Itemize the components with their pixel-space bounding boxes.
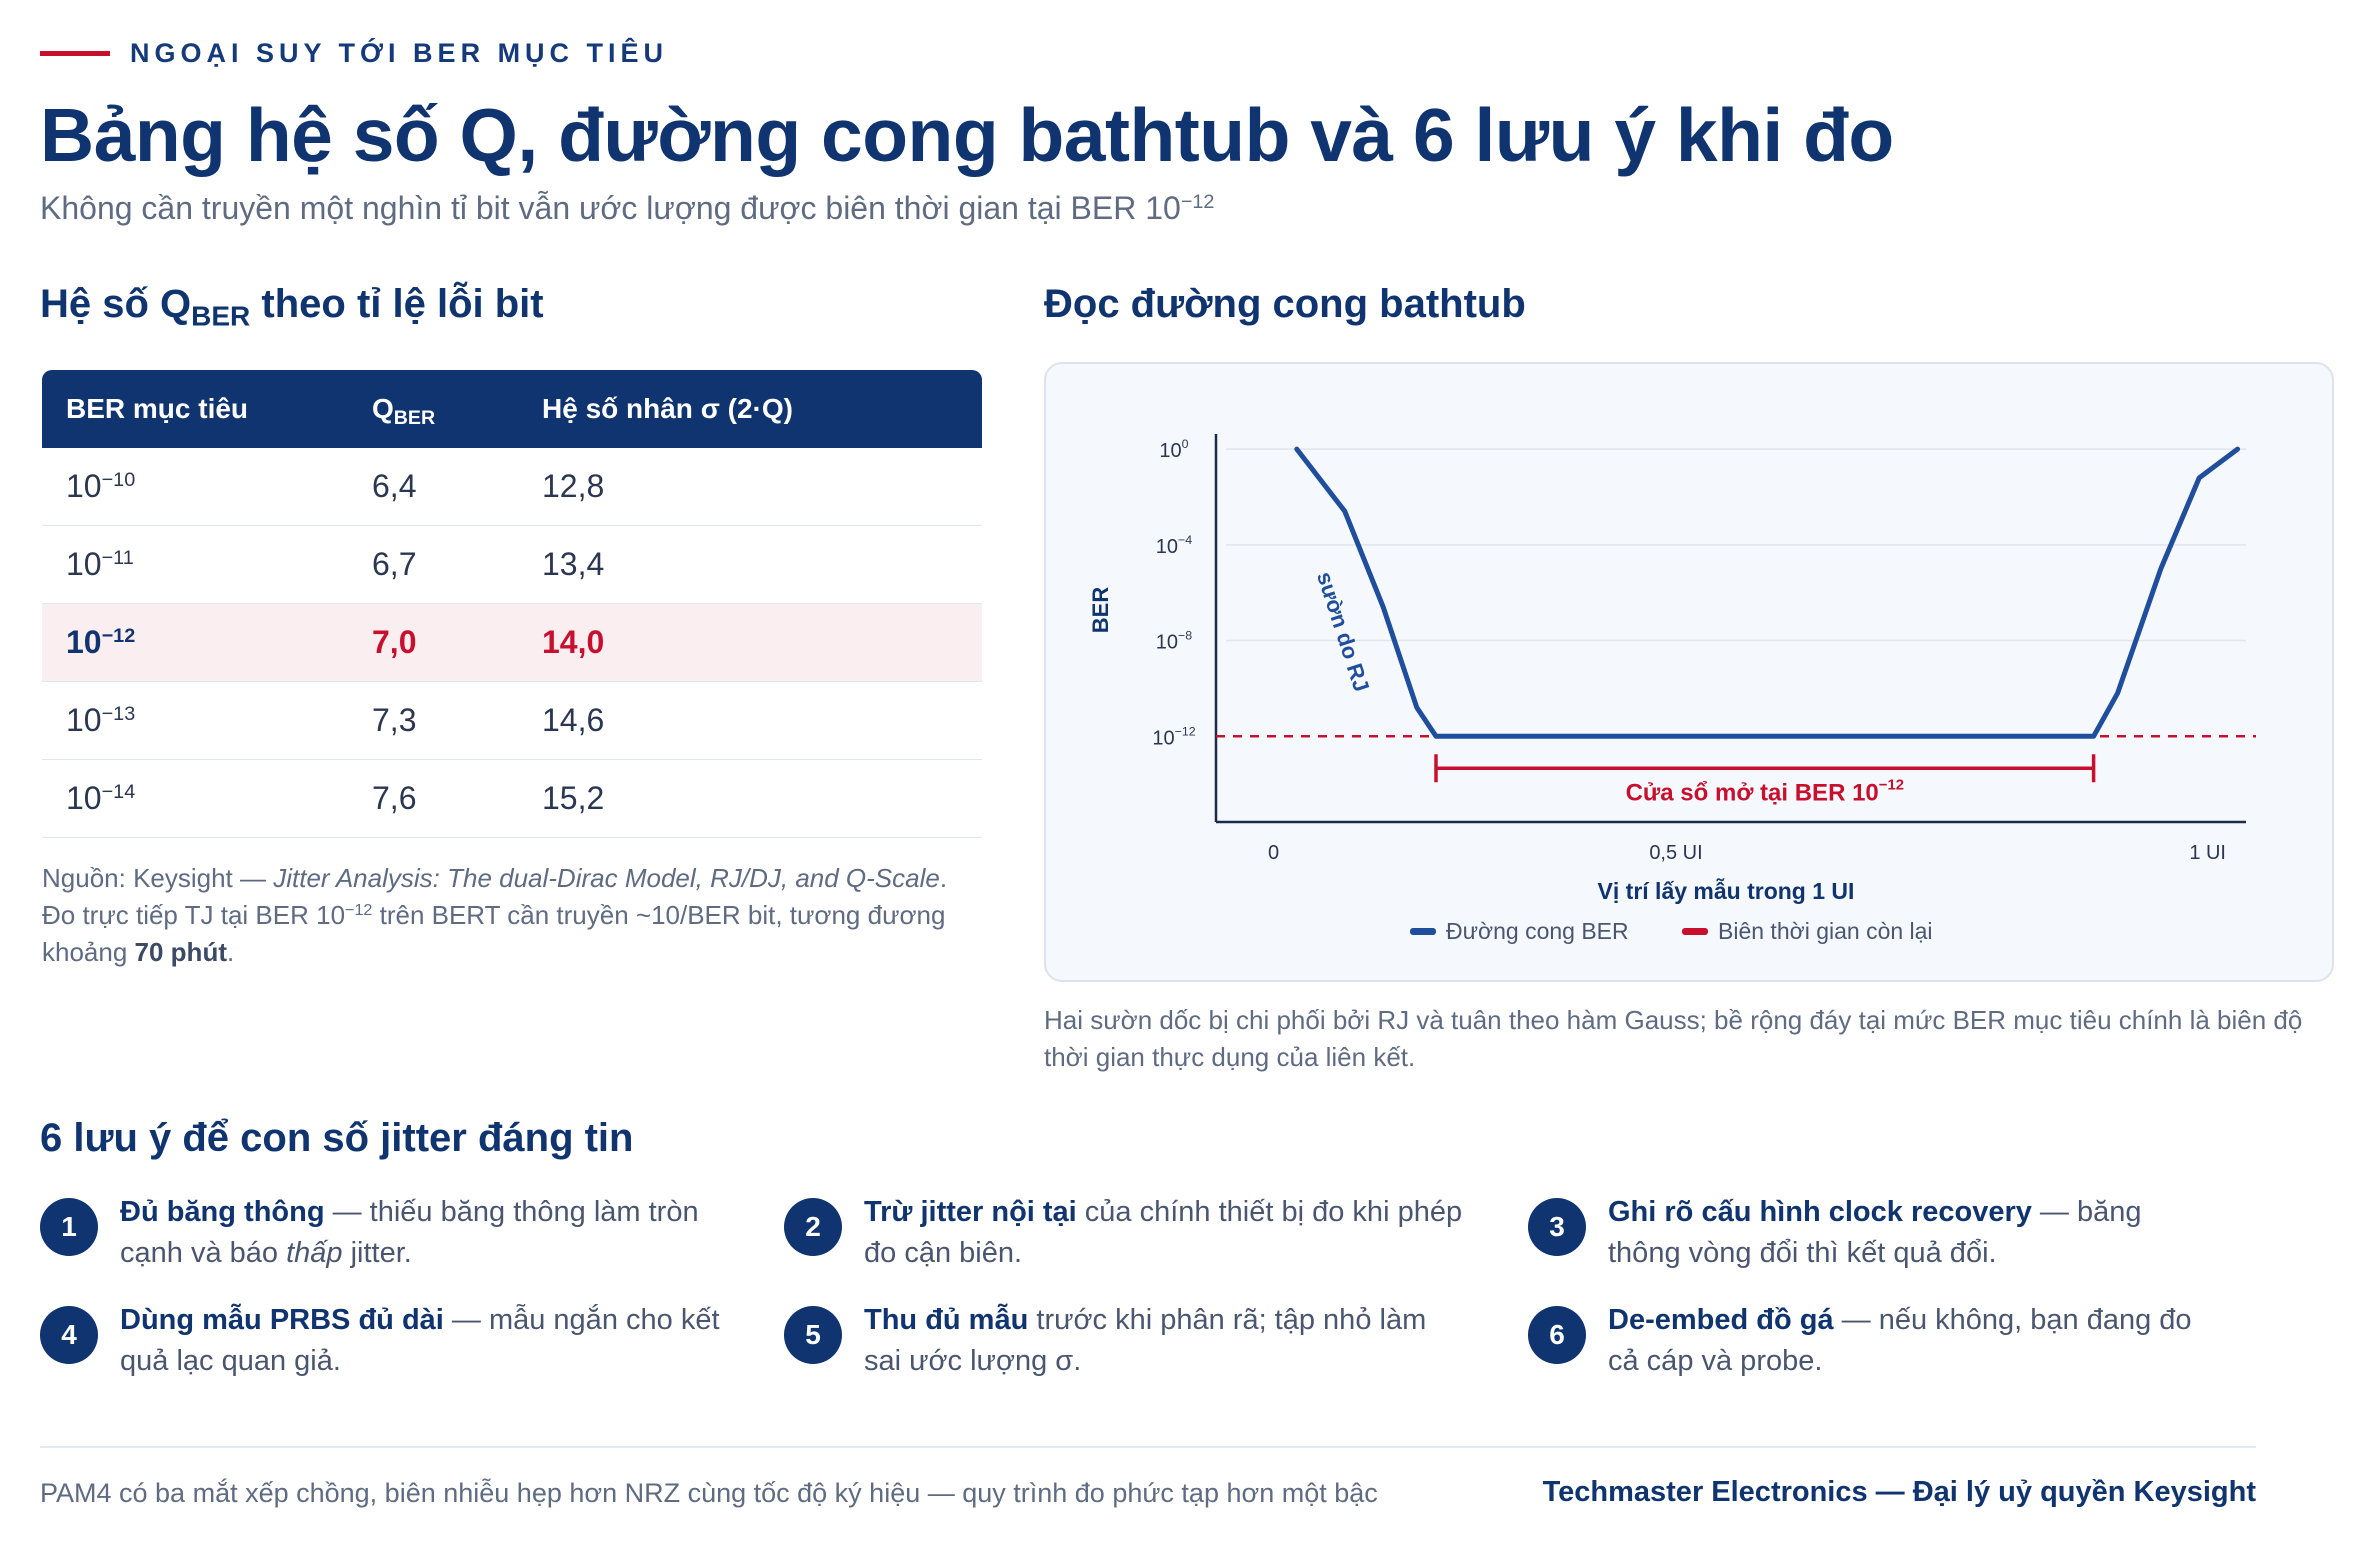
header-multiplier: Hệ số nhân σ (2·Q) xyxy=(542,393,793,424)
y-tick-label: 10−4 xyxy=(1156,533,1192,558)
page-title: Bảng hệ số Q, đường cong bathtub và 6 lư… xyxy=(40,93,1894,177)
cell-q: 7,3 xyxy=(372,702,417,738)
x-tick-label: 0,5 UI xyxy=(1649,842,1702,864)
header-q: QBER xyxy=(372,393,436,429)
table-heading: Hệ số QBER theo tỉ lệ lỗi bit xyxy=(40,282,544,330)
y-tick-label: 10−12 xyxy=(1152,724,1195,749)
tip-number-badge: 1 xyxy=(40,1198,98,1256)
tip-item: 4 Dùng mẫu PRBS đủ dài — mẫu ngắn cho kết… xyxy=(40,1300,720,1382)
bathtub-chart: 100 10−4 10−8 10−12 Cửa sổ mở tại BER 10−12 s… xyxy=(1088,434,2256,944)
cell-multiplier: 13,4 xyxy=(542,546,605,582)
tip-number-badge: 3 xyxy=(1528,1198,1586,1256)
source-title: Jitter Analysis: The dual-Dirac Model, R… xyxy=(273,863,940,893)
table-heading-suffix: theo tỉ lệ lỗi bit xyxy=(250,282,544,326)
table-heading-prefix: Hệ số Q xyxy=(40,282,192,326)
header-ber: BER mục tiêu xyxy=(66,393,249,424)
table-row: 10−10 6,4 12,8 xyxy=(42,448,982,526)
tip-item: 2 Trừ jitter nội tại của chính thiết bị đ… xyxy=(784,1192,1464,1274)
cell-ber: 10−11 xyxy=(66,546,134,582)
cell-multiplier: 14,0 xyxy=(542,624,605,660)
tip-number-badge: 2 xyxy=(784,1198,842,1256)
tip-title: De-embed đồ gá xyxy=(1608,1304,1834,1336)
tips-heading: 6 lưu ý để con số jitter đáng tin xyxy=(40,1116,634,1160)
tip-text: Đủ băng thông — thiếu băng thông làm trò… xyxy=(120,1196,699,1269)
cell-q: 7,0 xyxy=(372,624,417,660)
source-note: Nguồn: Keysight — Jitter Analysis: The d… xyxy=(42,863,948,967)
eyebrow-text: NGOẠI SUY TỚI BER MỤC TIÊU xyxy=(130,38,669,68)
page-subtitle: Không cần truyền một nghìn tỉ bit vẫn ướ… xyxy=(40,190,1214,227)
y-axis-label: BER xyxy=(1088,587,1113,634)
cell-q: 6,4 xyxy=(372,468,417,504)
tip-text: Ghi rõ cấu hình clock recovery — băng th… xyxy=(1608,1196,2142,1269)
cell-ber: 10−13 xyxy=(66,702,136,738)
tip-text: Thu đủ mẫu trước khi phân rã; tập nhỏ là… xyxy=(864,1304,1427,1377)
tip-number-badge: 4 xyxy=(40,1306,98,1364)
table-heading-sub: BER xyxy=(191,300,251,332)
tip-title: Ghi rõ cấu hình clock recovery xyxy=(1608,1196,2032,1228)
table-row: 10−12 7,0 14,0 xyxy=(42,604,982,682)
cell-multiplier: 12,8 xyxy=(542,468,605,504)
tip-text: Trừ jitter nội tại của chính thiết bị đo… xyxy=(864,1196,1463,1269)
footer-brand: Techmaster Electronics — Đại lý uỷ quyền… xyxy=(1542,1476,2256,1508)
table-header-row: BER mục tiêu QBER Hệ số nhân σ (2·Q) xyxy=(42,370,982,448)
table-row: 10−13 7,3 14,6 xyxy=(42,682,982,760)
legend-label-margin: Biên thời gian còn lại xyxy=(1718,918,1933,944)
footer-note: PAM4 có ba mắt xếp chồng, biên nhiễu hẹp… xyxy=(40,1478,1378,1508)
tip-title: Dùng mẫu PRBS đủ dài xyxy=(120,1304,444,1336)
footer-divider xyxy=(40,1446,2256,1448)
accent-bar xyxy=(40,51,110,56)
tip-title: Trừ jitter nội tại xyxy=(864,1196,1077,1228)
cell-ber: 10−14 xyxy=(66,780,136,816)
legend-swatch-margin xyxy=(1682,928,1708,935)
cell-multiplier: 14,6 xyxy=(542,702,605,738)
tip-title: Thu đủ mẫu xyxy=(864,1304,1029,1336)
cell-q: 7,6 xyxy=(372,780,417,816)
cell-ber: 10−10 xyxy=(66,468,136,504)
tip-text: Dùng mẫu PRBS đủ dài — mẫu ngắn cho kết … xyxy=(120,1304,720,1377)
tip-text: De-embed đồ gá — nếu không, bạn đang đo … xyxy=(1608,1304,2192,1377)
open-window-label: Cửa sổ mở tại BER 10−12 xyxy=(1626,777,1904,806)
tip-item: 3 Ghi rõ cấu hình clock recovery — băng t… xyxy=(1528,1192,2208,1274)
table-body: 10−10 6,4 12,8 10−11 6,7 13,4 10−12 7,0 14,0 10−1… xyxy=(42,448,982,838)
legend-swatch-curve xyxy=(1410,928,1436,935)
table-row: 10−14 7,6 15,2 xyxy=(42,760,982,838)
duration-highlight: 70 phút xyxy=(134,937,227,967)
table-row: 10−11 6,7 13,4 xyxy=(42,526,982,604)
cell-multiplier: 15,2 xyxy=(542,780,605,816)
eyebrow: NGOẠI SUY TỚI BER MỤC TIÊU xyxy=(40,38,668,69)
q-factor-table: BER mục tiêu QBER Hệ số nhân σ (2·Q) 10−… xyxy=(42,370,982,838)
y-tick-label: 10−8 xyxy=(1156,629,1192,654)
tip-number-badge: 6 xyxy=(1528,1306,1586,1364)
y-tick-label: 100 xyxy=(1159,437,1188,462)
rj-slope-annotation: sườn do RJ xyxy=(1312,569,1374,695)
ber-curve xyxy=(1294,446,2241,739)
legend-label-curve: Đường cong BER xyxy=(1446,918,1629,944)
cell-q: 6,7 xyxy=(372,546,417,582)
bathtub-chart-card: 100 10−4 10−8 10−12 Cửa sổ mở tại BER 10−12 s… xyxy=(1044,362,2334,982)
tip-item: 1 Đủ băng thông — thiếu băng thông làm tr… xyxy=(40,1192,720,1274)
tip-number-badge: 5 xyxy=(784,1306,842,1364)
chart-caption: Hai sườn dốc bị chi phối bởi RJ và tuân … xyxy=(1044,1005,2303,1072)
subtitle-exponent: −12 xyxy=(1180,191,1215,214)
tip-title: Đủ băng thông xyxy=(120,1196,325,1228)
chart-heading: Đọc đường cong bathtub xyxy=(1044,282,1526,326)
x-axis-label: Vị trí lấy mẫu trong 1 UI xyxy=(1598,877,1855,904)
tip-item: 5 Thu đủ mẫu trước khi phân rã; tập nhỏ l… xyxy=(784,1300,1464,1382)
x-tick-label: 1 UI xyxy=(2189,842,2226,864)
cell-ber: 10−12 xyxy=(66,624,136,660)
x-tick-label: 0 xyxy=(1268,842,1279,864)
subtitle-text: Không cần truyền một nghìn tỉ bit vẫn ướ… xyxy=(40,190,1181,226)
tip-item: 6 De-embed đồ gá — nếu không, bạn đang đo… xyxy=(1528,1300,2208,1382)
